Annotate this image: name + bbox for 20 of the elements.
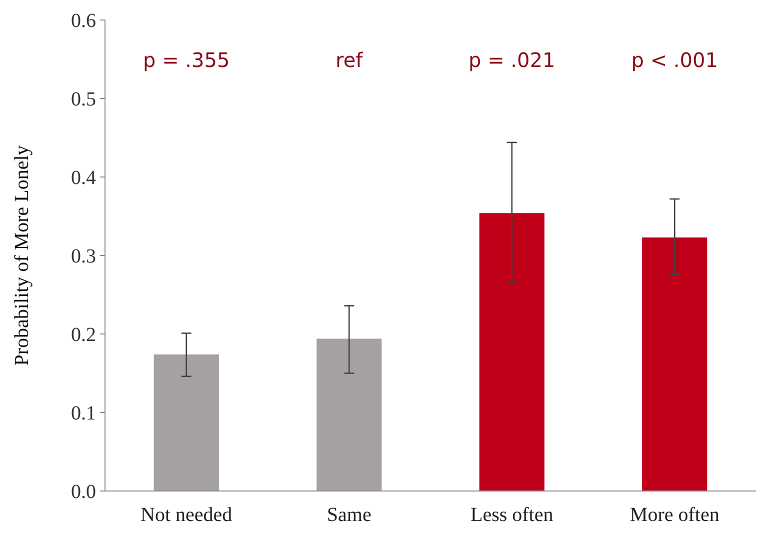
y-tick-label: 0.1 [71, 402, 96, 424]
y-tick-label: 0.4 [71, 167, 96, 189]
bar [154, 354, 219, 491]
annotation: p = .021 [468, 48, 556, 72]
y-tick-label: 0.6 [71, 10, 96, 32]
annotation: p = .355 [143, 48, 230, 72]
x-tick-label: Same [326, 504, 372, 526]
bar [316, 338, 382, 491]
x-tick-label: Not needed [140, 504, 232, 526]
y-tick-label: 0.2 [71, 324, 96, 346]
y-tick-label: 0.0 [71, 481, 96, 503]
bar [479, 213, 544, 491]
x-tick-label: Less often [470, 504, 554, 526]
annotation: p < .001 [631, 48, 718, 72]
y-tick-label: 0.3 [71, 246, 96, 268]
y-axis-title: Probability of More Lonely [11, 145, 33, 366]
annotation: ref [336, 48, 364, 72]
bar [642, 237, 708, 491]
y-tick-label: 0.5 [71, 88, 96, 110]
x-tick-label: More often [630, 504, 720, 526]
